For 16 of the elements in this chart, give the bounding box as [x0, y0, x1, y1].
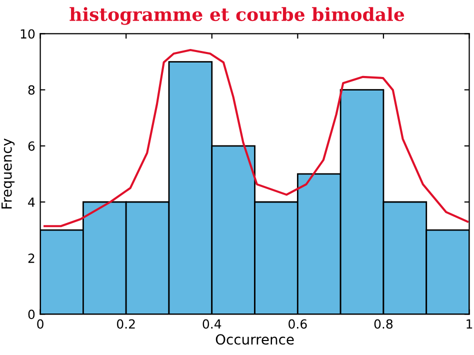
x-tick-label: 0.6: [288, 319, 307, 329]
y-tick-label: 10: [20, 29, 35, 39]
x-tick-label: 0.2: [116, 319, 135, 329]
x-axis-title: Occurrence: [216, 334, 294, 345]
y-tick-label: 2: [28, 254, 34, 263]
y-tick-label: 0: [28, 310, 35, 320]
y-axis-title: Frequency: [2, 138, 15, 208]
chart-title: histogramme et courbe bimodale: [70, 7, 404, 25]
x-tick-label: 0.8: [374, 319, 393, 329]
x-tick-label: 1: [466, 319, 472, 329]
line-series: [44, 48, 469, 228]
x-tick-label: 0.4: [202, 319, 222, 329]
y-tick-label: 8: [28, 85, 35, 95]
x-tick-label: 0: [37, 319, 44, 329]
y-tick-label: 6: [28, 141, 35, 151]
y-tick-label: 4: [28, 198, 35, 207]
